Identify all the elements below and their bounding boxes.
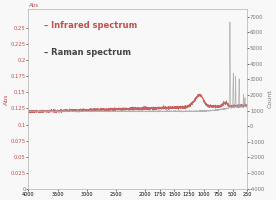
Y-axis label: Count: Count <box>267 89 272 108</box>
Text: Abs: Abs <box>28 3 39 8</box>
Y-axis label: Abs: Abs <box>4 93 9 105</box>
Text: – Raman spectrum: – Raman spectrum <box>44 48 131 57</box>
Text: – Infrared spectrum: – Infrared spectrum <box>44 21 137 30</box>
